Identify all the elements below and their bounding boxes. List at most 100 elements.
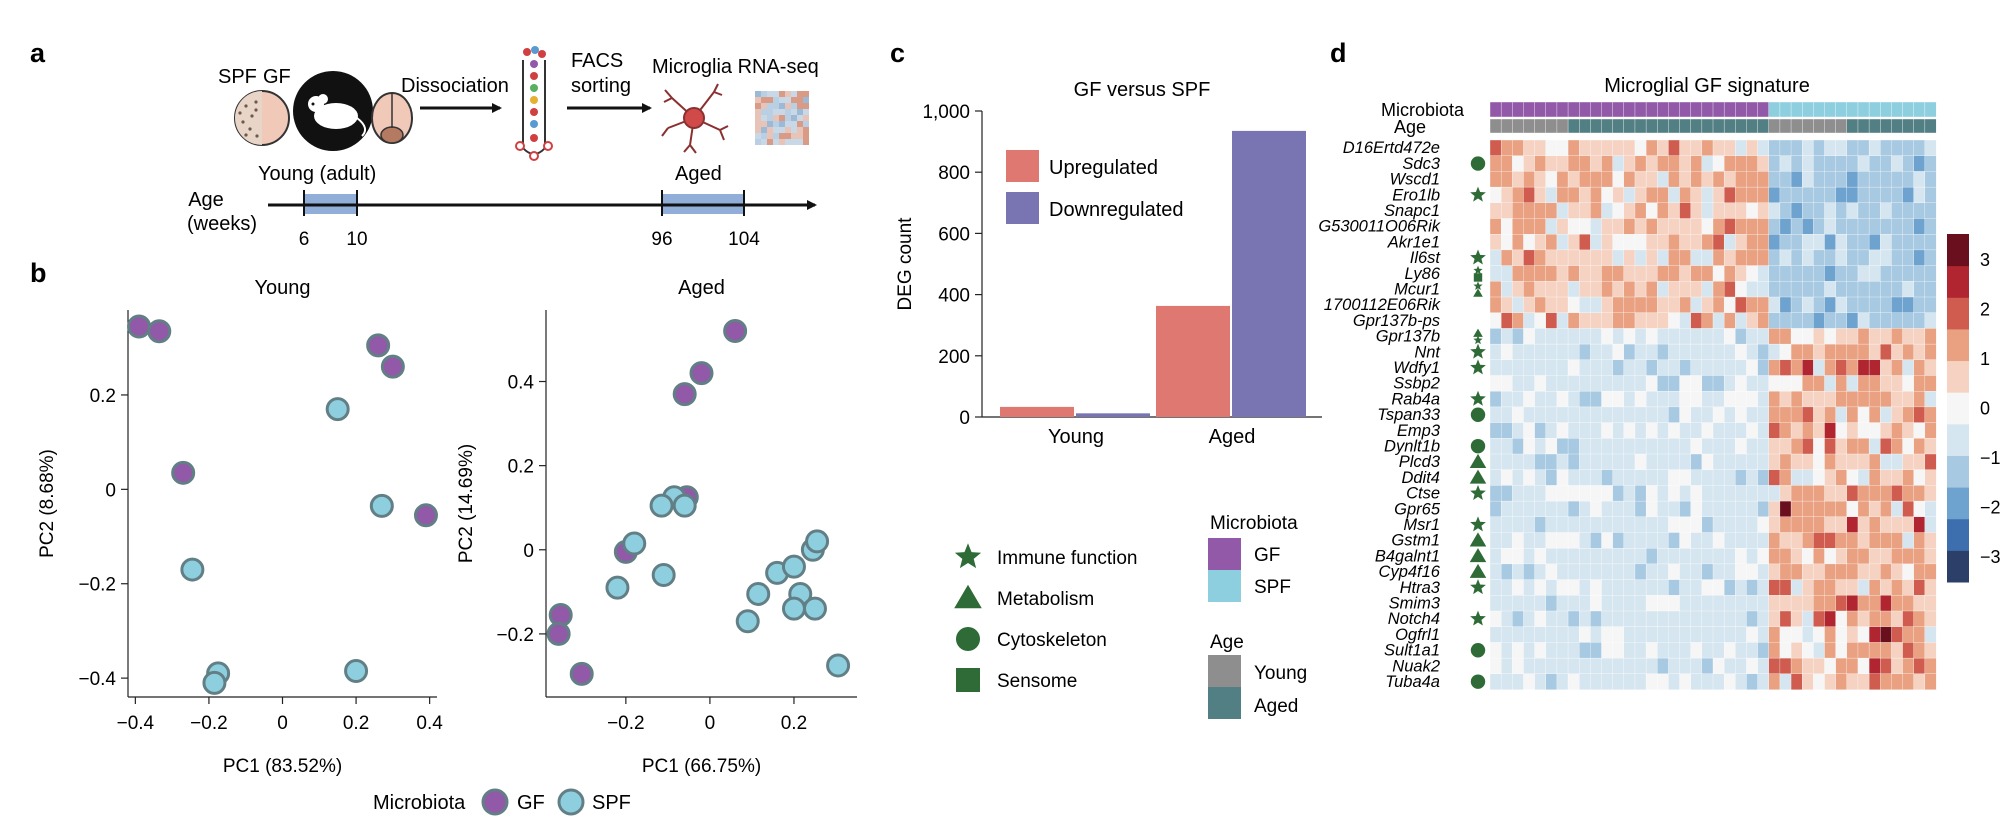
heatmap-cell <box>1757 516 1770 533</box>
age-annotation-cell <box>1868 118 1881 134</box>
heatmap-cell <box>1790 626 1803 643</box>
mini-heatmap-cell <box>755 127 761 133</box>
heatmap-cell <box>1645 610 1658 628</box>
heatmap-cell <box>1891 202 1904 219</box>
heatmap-cell <box>1590 139 1602 157</box>
heatmap-cell <box>1645 218 1658 235</box>
heatmap-cell <box>1679 281 1692 298</box>
age-annotation-cell <box>1902 118 1915 134</box>
data-point-gf <box>380 354 405 379</box>
data-point-gf <box>413 503 438 528</box>
heatmap-cell <box>1880 532 1892 549</box>
mini-heatmap-cell <box>797 115 803 121</box>
heatmap-cell <box>1857 281 1870 298</box>
heatmap-cell <box>1590 438 1602 455</box>
age-annotation-cell <box>1534 118 1547 134</box>
heatmap-cell <box>1545 391 1558 408</box>
heatmap-cell <box>1679 375 1692 392</box>
heatmap-cell <box>1712 438 1725 455</box>
heatmap-cell <box>1545 328 1558 345</box>
heatmap-cell <box>1679 249 1692 267</box>
microbiota-annotation-cell <box>1645 101 1658 118</box>
heatmap-cell <box>1645 265 1658 282</box>
star-icon <box>1470 249 1486 265</box>
heatmap-cell <box>1545 422 1558 439</box>
heatmap-cell <box>1489 155 1502 172</box>
heatmap-cell <box>1779 155 1792 172</box>
heatmap-cell <box>1500 343 1513 361</box>
heatmap-cell <box>1601 343 1614 361</box>
heatmap-cell <box>1779 563 1792 581</box>
heatmap-cell <box>1556 296 1569 314</box>
heatmap-cell <box>1723 155 1736 172</box>
pca-legend-spf-label: SPF <box>592 792 631 814</box>
heatmap-cell <box>1902 234 1915 251</box>
age-annotation-cell <box>1545 118 1558 134</box>
triangle-icon <box>1469 548 1487 563</box>
panel-letter-d: d <box>1330 38 1347 68</box>
heatmap-cell <box>1556 265 1569 282</box>
colorbar-segment <box>1947 550 1969 583</box>
heatmap-cell <box>1579 218 1591 235</box>
x-tick-label: −0.2 <box>607 713 645 734</box>
heatmap-cell <box>1846 186 1859 204</box>
heatmap-cell <box>1768 281 1781 298</box>
heatmap-cell <box>1668 422 1681 439</box>
y-tick-label: 600 <box>938 224 970 245</box>
heatmap-cell <box>1690 642 1703 659</box>
heatmap-cell <box>1846 485 1859 502</box>
heatmap-cell <box>1880 579 1892 596</box>
heatmap-cell <box>1590 642 1602 659</box>
legend-label-upregulated: Upregulated <box>1049 157 1158 179</box>
heatmap-cell <box>1601 281 1614 298</box>
heatmap-cell <box>1790 595 1803 612</box>
heatmap-cell <box>1601 657 1614 675</box>
heatmap-cell <box>1857 234 1870 251</box>
heatmap-cell <box>1634 548 1647 565</box>
heatmap-cell <box>1657 657 1669 675</box>
heatmap-cell <box>1579 485 1591 502</box>
heatmap-cell <box>1779 265 1792 282</box>
age-annotation-cell <box>1668 118 1681 134</box>
heatmap-cell <box>1634 516 1647 533</box>
age-annotation-cell <box>1924 118 1937 134</box>
heatmap-cell <box>1579 642 1591 659</box>
heatmap-cell <box>1500 500 1513 518</box>
heatmap-cell <box>1645 626 1658 643</box>
heatmap-cell <box>1657 500 1669 518</box>
legend-category-label: Immune function <box>997 548 1137 569</box>
legend-age-young-label: Young <box>1254 663 1307 684</box>
heatmap-cell <box>1590 406 1602 424</box>
heatmap-cell <box>1556 453 1569 471</box>
heatmap-cell <box>1668 343 1681 361</box>
heatmap-cell <box>1634 595 1647 612</box>
heatmap-cell <box>1701 673 1714 690</box>
triangle-icon <box>1473 288 1483 297</box>
mini-heatmap-cell <box>773 127 779 133</box>
mini-heatmap-cell <box>755 91 761 97</box>
heatmap-cell <box>1668 516 1681 533</box>
heatmap-cell <box>1779 579 1792 596</box>
heatmap-cell <box>1813 155 1825 172</box>
heatmap-cell <box>1556 642 1569 659</box>
heatmap-cell <box>1612 328 1625 345</box>
heatmap-cell <box>1623 485 1636 502</box>
gene-label: Gpr65 <box>1394 500 1441 518</box>
heatmap-cell <box>1735 375 1747 392</box>
microbiota-annotation-cell <box>1500 101 1513 118</box>
heatmap-cell <box>1902 155 1915 172</box>
heatmap-cell <box>1690 155 1703 172</box>
heatmap-cell <box>1757 657 1770 675</box>
heatmap-cell <box>1489 218 1502 235</box>
heatmap-cell <box>1857 312 1870 329</box>
heatmap-cell <box>1712 469 1725 486</box>
heatmap-cell <box>1489 469 1502 486</box>
heatmap-cell <box>1813 548 1825 565</box>
heatmap-cell <box>1712 453 1725 471</box>
heatmap-cell <box>1712 375 1725 392</box>
heatmap-cell <box>1645 186 1658 204</box>
gene-label: Wscd1 <box>1390 171 1440 189</box>
heatmap-cell <box>1523 234 1536 251</box>
mini-heatmap-cell <box>803 103 809 109</box>
